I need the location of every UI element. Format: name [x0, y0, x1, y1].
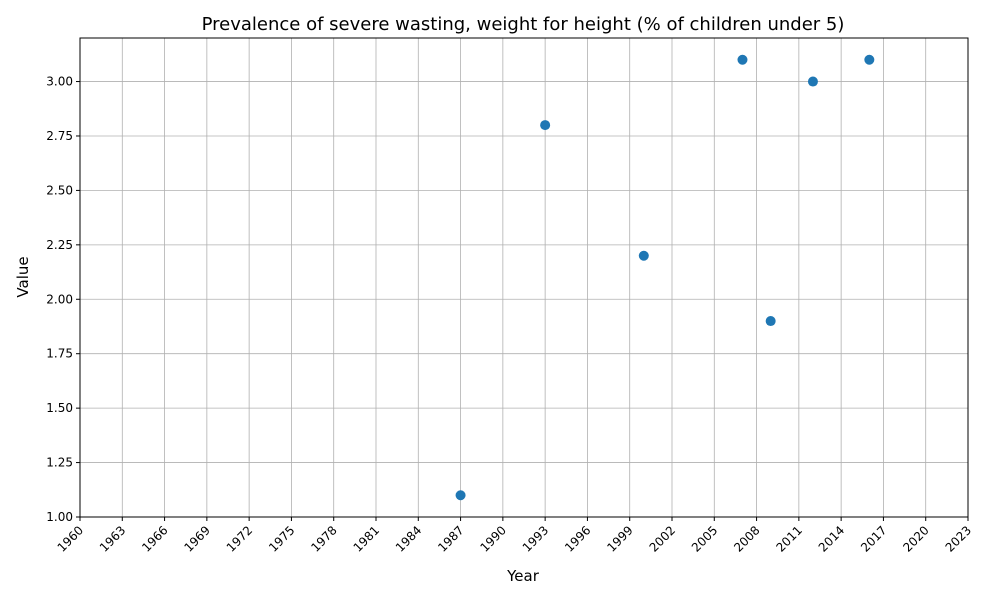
- data-point: [864, 54, 875, 65]
- x-tick-label: 2014: [816, 523, 847, 554]
- x-tick-label: 1981: [351, 523, 382, 554]
- data-point: [737, 54, 748, 65]
- data-point: [638, 250, 649, 261]
- data-point: [540, 120, 551, 131]
- x-tick-label: 1969: [181, 523, 212, 554]
- x-tick-label: 1960: [55, 523, 86, 554]
- data-point: [455, 490, 466, 501]
- x-tick-label: 1996: [562, 523, 593, 554]
- y-tick-label: 1.75: [46, 347, 73, 361]
- x-tick-label: 2005: [689, 523, 720, 554]
- x-tick-label: 1993: [520, 523, 551, 554]
- y-axis-label: Value: [14, 256, 32, 297]
- y-tick-label: 1.50: [46, 401, 73, 415]
- x-tick-label: 1999: [604, 523, 635, 554]
- plot-frame: [79, 37, 969, 518]
- x-tick-label: 2023: [943, 523, 974, 554]
- x-tick-label: 1975: [266, 523, 297, 554]
- x-tick-label: 2002: [647, 523, 678, 554]
- y-tick-label: 2.25: [46, 238, 73, 252]
- data-point: [765, 316, 776, 327]
- x-tick-label: 1972: [224, 523, 255, 554]
- y-tick-label: 1.25: [46, 456, 73, 470]
- y-tick-label: 2.75: [46, 129, 73, 143]
- x-tick-label: 2011: [773, 523, 804, 554]
- x-tick-label: 1990: [477, 523, 508, 554]
- x-tick-label: 1966: [139, 523, 170, 554]
- y-tick-label: 2.00: [46, 292, 73, 306]
- x-tick-label: 2008: [731, 523, 762, 554]
- data-points: [455, 54, 875, 501]
- x-tick-label: 1987: [435, 523, 466, 554]
- y-tick-label: 1.00: [46, 510, 73, 524]
- y-tick-label: 3.00: [46, 75, 73, 89]
- data-point: [807, 76, 818, 87]
- x-axis-label: Year: [506, 567, 540, 585]
- x-tick-label: 2020: [900, 523, 931, 554]
- chart-title: Prevalence of severe wasting, weight for…: [202, 14, 845, 35]
- x-tick-label: 1978: [308, 523, 339, 554]
- x-tick-label: 1963: [97, 523, 128, 554]
- grid: [79, 38, 969, 518]
- x-tick-label: 1984: [393, 523, 424, 554]
- axis-ticks: 1960 1963 1966 1969 1972 1975 1978 1981 1984 1987…: [46, 75, 974, 555]
- x-tick-label: 2017: [858, 523, 889, 554]
- y-tick-label: 2.50: [46, 183, 73, 197]
